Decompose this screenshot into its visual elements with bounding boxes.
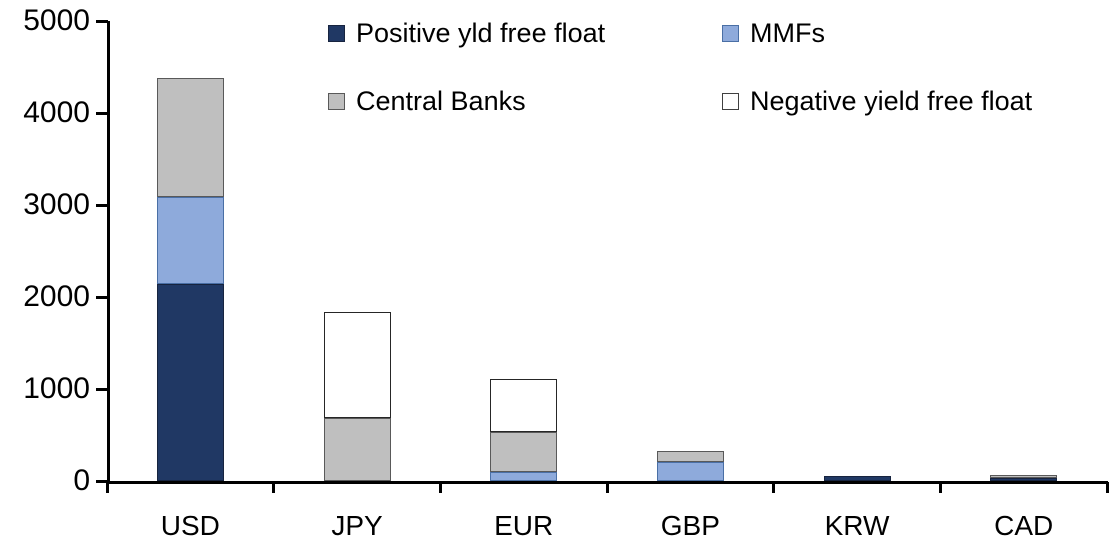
x-axis-tick <box>605 482 609 493</box>
legend-swatch-negative-yield-free-float <box>722 92 739 110</box>
y-axis-tick <box>96 204 108 207</box>
x-axis-tick <box>938 482 942 493</box>
bar-segment-cad-central-banks <box>990 475 1058 479</box>
x-axis-category-label: CAD <box>994 510 1054 541</box>
x-axis-tick <box>272 482 276 493</box>
y-axis-tick-label: 5000 <box>23 4 90 37</box>
y-axis-tick-label: 4000 <box>23 96 90 129</box>
legend-label-central-banks: Central Banks <box>356 85 526 116</box>
legend-item-positive-yld-free-float: Positive yld free float <box>328 16 605 50</box>
bar-segment-gbp-mmfs <box>656 461 724 481</box>
bar-segment-usd-central-banks <box>156 78 224 197</box>
legend-item-central-banks: Central Banks <box>328 84 526 118</box>
x-axis-category-label: KRW <box>824 510 890 541</box>
legend-label-negative-yield-free-float: Negative yield free float <box>750 85 1033 116</box>
legend-swatch-positive-yld-free-float <box>328 24 345 42</box>
y-axis-line <box>107 21 110 484</box>
x-axis-tick <box>1105 482 1109 493</box>
y-axis-tick <box>96 20 108 23</box>
bar-segment-eur-negative-yield-free-float <box>490 378 558 433</box>
x-axis-category-label: JPY <box>331 510 383 541</box>
bar-segment-usd-mmfs <box>156 196 224 285</box>
y-axis-tick <box>96 112 108 115</box>
x-axis-tick <box>772 482 776 493</box>
x-axis-category-label: USD <box>160 510 220 541</box>
x-axis-tick <box>438 482 442 493</box>
bar-segment-eur-central-banks <box>490 432 558 472</box>
legend-swatch-mmfs <box>722 24 739 42</box>
x-axis-tick <box>105 482 109 493</box>
y-axis-tick <box>96 480 108 483</box>
bar-segment-jpy-negative-yield-free-float <box>323 311 391 418</box>
legend-label-positive-yld-free-float: Positive yld free float <box>356 17 606 48</box>
legend-label-mmfs: MMFs <box>750 17 825 48</box>
y-axis-tick-label: 2000 <box>23 280 90 313</box>
legend-item-mmfs: MMFs <box>722 16 825 50</box>
y-axis-tick-label: 0 <box>73 464 90 497</box>
bar-segment-usd-positive-yld-free-float <box>156 284 224 481</box>
legend-swatch-central-banks <box>328 92 345 110</box>
bar-segment-jpy-central-banks <box>323 417 391 481</box>
legend-item-negative-yield-free-float: Negative yield free float <box>722 84 1032 118</box>
y-axis-tick-label: 1000 <box>23 372 90 405</box>
x-axis-category-label: GBP <box>660 510 720 541</box>
bar-segment-gbp-central-banks <box>656 450 724 462</box>
y-axis-tick <box>96 388 108 391</box>
y-axis-tick <box>96 296 108 299</box>
bar-segment-cad-positive-yld-free-float <box>990 478 1058 481</box>
bar-segment-krw-positive-yld-free-float <box>823 476 891 481</box>
bar-segment-eur-mmfs <box>490 471 558 481</box>
x-axis-category-label: EUR <box>494 510 554 541</box>
y-axis-tick-label: 3000 <box>23 188 90 221</box>
